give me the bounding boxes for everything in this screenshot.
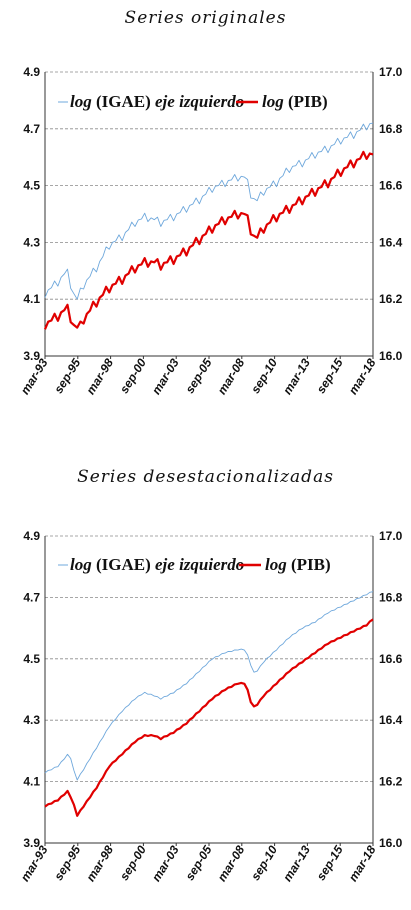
x-tick-label: sep-95 bbox=[51, 843, 83, 883]
y-right-tick-label: 16.4 bbox=[379, 713, 403, 727]
legend-note: eje izquierdo bbox=[155, 555, 244, 574]
x-tick-label: mar-18 bbox=[346, 356, 379, 397]
y-left-tick-label: 4.7 bbox=[23, 122, 40, 136]
y-left-tick-label: 3.9 bbox=[23, 349, 40, 363]
y-left-tick-label: 4.3 bbox=[23, 713, 40, 727]
y-right-tick-label: 16.8 bbox=[379, 590, 403, 604]
y-right-tick-label: 16.0 bbox=[379, 836, 403, 850]
x-tick-label: sep-00 bbox=[117, 356, 149, 396]
x-tick-label: mar-18 bbox=[346, 843, 379, 884]
x-tick-label: sep-10 bbox=[248, 843, 280, 883]
x-tick-label: mar-03 bbox=[149, 356, 182, 397]
legend-name: (IGAE) bbox=[92, 555, 155, 574]
x-tick-label: sep-05 bbox=[183, 356, 215, 396]
y-left-tick-label: 4.3 bbox=[23, 235, 40, 249]
series-line-igae bbox=[44, 591, 374, 781]
y-right-tick-label: 16.0 bbox=[379, 349, 403, 363]
legend-func: log bbox=[262, 92, 284, 111]
x-tick-label: sep-00 bbox=[117, 843, 149, 883]
chart-series-desestacionalizadas: 3.9 4.1 4.3 4.5 4.7 4.9 16.0 16.2 16.4 16.6 16.8 17… bbox=[18, 529, 403, 884]
legend-func: log bbox=[265, 555, 287, 574]
chart-title-top: Series originales bbox=[124, 8, 287, 28]
legend-name: (PIB) bbox=[287, 555, 331, 574]
x-tick-label: sep-95 bbox=[51, 356, 83, 396]
x-tick-label: mar-98 bbox=[83, 356, 116, 397]
legend-func: log bbox=[70, 92, 92, 111]
x-tick-label: mar-08 bbox=[215, 843, 248, 884]
y-left-tick-label: 4.9 bbox=[23, 65, 40, 79]
series-line-pib bbox=[44, 618, 374, 817]
y-right-tick-label: 16.6 bbox=[379, 179, 403, 193]
y-left-tick-label: 4.1 bbox=[23, 775, 40, 789]
y-right-tick-label: 16.8 bbox=[379, 122, 403, 136]
legend-note: eje izquierdo bbox=[155, 92, 244, 111]
legend-func: log bbox=[70, 555, 92, 574]
x-tick-label: sep-05 bbox=[183, 843, 215, 883]
y-left-tick-label: 4.7 bbox=[23, 590, 40, 604]
y-right-tick-label: 17.0 bbox=[379, 529, 403, 543]
legend-label-pib: log (PIB) bbox=[265, 555, 331, 574]
y-right-tick-label: 16.6 bbox=[379, 652, 403, 666]
x-tick-label: sep-15 bbox=[314, 356, 346, 396]
y-left-tick-label: 3.9 bbox=[23, 836, 40, 850]
y-right-tick-label: 17.0 bbox=[379, 65, 403, 79]
y-right-tick-label: 16.2 bbox=[379, 775, 403, 789]
y-left-tick-label: 4.5 bbox=[23, 179, 40, 193]
y-right-tick-label: 16.4 bbox=[379, 235, 403, 249]
y-left-tick-label: 4.5 bbox=[23, 652, 40, 666]
y-left-tick-label: 4.1 bbox=[23, 292, 40, 306]
legend-name: (PIB) bbox=[284, 92, 328, 111]
legend-label-igae: log (IGAE) eje izquierdo bbox=[70, 92, 244, 111]
series-line-pib bbox=[43, 150, 374, 330]
legend-name: (IGAE) bbox=[92, 92, 155, 111]
chart-title-bottom: Series desestacionalizadas bbox=[77, 467, 334, 487]
x-tick-label: mar-13 bbox=[280, 356, 313, 397]
y-right-tick-label: 16.2 bbox=[379, 292, 403, 306]
x-tick-label: mar-13 bbox=[280, 843, 313, 884]
legend-label-igae: log (IGAE) eje izquierdo bbox=[70, 555, 244, 574]
x-tick-label: sep-10 bbox=[248, 356, 280, 396]
y-left-tick-label: 4.9 bbox=[23, 529, 40, 543]
legend-label-pib: log (PIB) bbox=[262, 92, 328, 111]
x-tick-label: sep-15 bbox=[314, 843, 346, 883]
x-tick-label: mar-03 bbox=[149, 843, 182, 884]
x-tick-label: mar-08 bbox=[215, 356, 248, 397]
series-line-igae bbox=[44, 122, 374, 300]
chart-series-originales: 3.9 4.1 4.3 4.5 4.7 4.9 16.0 16.2 16.4 16.6 16.8 17… bbox=[18, 65, 403, 397]
x-tick-label: mar-98 bbox=[83, 843, 116, 884]
